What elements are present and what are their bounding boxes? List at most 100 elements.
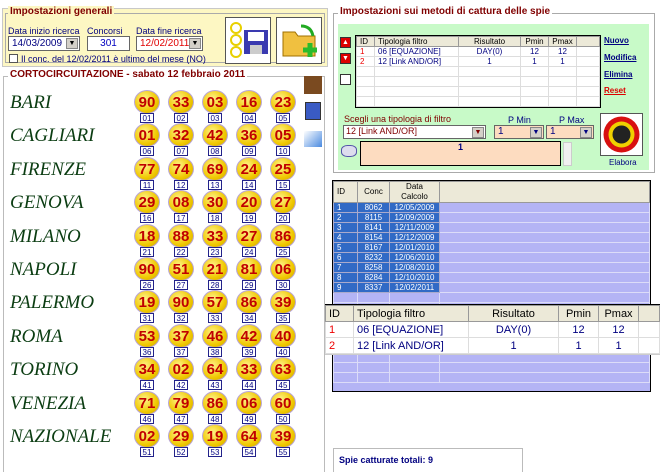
chart-icon[interactable] <box>304 76 322 94</box>
column-header[interactable]: Pmin <box>558 305 599 322</box>
number-ball[interactable]: 86 48 <box>202 390 228 425</box>
number-ball[interactable]: 39 35 <box>270 290 296 324</box>
edit-icon[interactable] <box>304 131 322 147</box>
table-row[interactable]: 2 8115 12/09/2009 <box>333 212 650 223</box>
table-row[interactable]: 9 8337 12/02/2011 <box>333 282 650 293</box>
copy-document-icon[interactable] <box>305 102 321 120</box>
number-ball[interactable]: 19 53 <box>202 424 228 458</box>
number-ball[interactable]: 33 23 <box>202 223 228 258</box>
table-row[interactable] <box>333 292 650 303</box>
table-row[interactable] <box>333 362 650 373</box>
elabora-button[interactable] <box>600 113 643 156</box>
column-header[interactable]: ID <box>333 181 358 203</box>
table-row[interactable]: 1 06 [EQUAZIONE] DAY(0) 12 12 <box>325 321 660 338</box>
column-header[interactable]: ID <box>356 36 375 47</box>
number-ball[interactable]: 05 10 <box>270 123 296 157</box>
number-ball[interactable]: 36 09 <box>236 123 262 157</box>
table-row[interactable]: 8 8284 12/10/2010 <box>333 272 650 283</box>
number-ball[interactable]: 24 14 <box>236 156 262 191</box>
parameter-textarea[interactable]: 1 <box>360 141 561 166</box>
table-row[interactable]: 2 12 [Link AND/OR] 1 1 1 <box>356 56 600 67</box>
number-ball[interactable]: 34 41 <box>134 357 160 391</box>
table-row[interactable]: 4 8154 12/12/2009 <box>333 232 650 243</box>
number-ball[interactable]: 90 01 <box>134 90 160 124</box>
number-ball[interactable]: 57 33 <box>202 290 228 324</box>
last-of-month-checkbox[interactable] <box>9 54 18 63</box>
number-ball[interactable]: 21 28 <box>202 257 228 291</box>
column-header[interactable]: Pmax <box>598 305 639 322</box>
number-ball[interactable]: 25 15 <box>270 156 296 191</box>
table-row[interactable]: 7 8258 12/08/2010 <box>333 262 650 273</box>
number-ball[interactable]: 42 39 <box>236 323 262 358</box>
chevron-down-icon[interactable]: ▼ <box>189 38 201 49</box>
column-header[interactable]: Conc <box>357 181 390 203</box>
number-ball[interactable]: 02 42 <box>168 357 194 391</box>
number-ball[interactable]: 42 08 <box>202 123 228 157</box>
number-ball[interactable]: 88 22 <box>168 223 194 258</box>
chevron-down-icon[interactable]: ▼ <box>472 127 484 138</box>
table-row[interactable]: 1 8062 12/05/2009 <box>333 202 650 213</box>
save-button[interactable] <box>225 17 271 64</box>
pmin-select[interactable]: 1 ▼ <box>494 125 544 139</box>
column-header[interactable]: Risultato <box>458 36 521 47</box>
number-ball[interactable]: 81 29 <box>236 257 262 291</box>
new-link[interactable]: Nuovo <box>604 36 629 45</box>
number-ball[interactable]: 63 45 <box>270 357 296 391</box>
number-ball[interactable]: 02 51 <box>134 424 160 458</box>
start-date-select[interactable]: 14/03/2009 ▼ <box>8 36 80 51</box>
table-row[interactable] <box>333 372 650 383</box>
move-down-icon[interactable]: ▼ <box>340 53 351 64</box>
table-row[interactable]: 6 8232 12/06/2010 <box>333 252 650 263</box>
number-ball[interactable]: 71 46 <box>134 390 160 425</box>
number-ball[interactable]: 18 21 <box>134 223 160 258</box>
column-header[interactable]: Tipologia filtro <box>353 305 469 322</box>
number-ball[interactable]: 77 11 <box>134 156 160 191</box>
column-header[interactable]: Tipologia filtro <box>374 36 459 47</box>
edit-link[interactable]: Modifica <box>604 53 637 62</box>
number-ball[interactable]: 53 36 <box>134 323 160 358</box>
table-row[interactable]: 3 8141 12/11/2009 <box>333 222 650 233</box>
pmax-select[interactable]: 1 ▼ <box>546 125 594 139</box>
table-row[interactable] <box>356 86 600 97</box>
number-ball[interactable]: 27 24 <box>236 223 262 258</box>
filter-select[interactable]: 12 [Link AND/OR] ▼ <box>343 125 486 139</box>
number-ball[interactable]: 29 52 <box>168 424 194 458</box>
number-ball[interactable]: 06 49 <box>236 390 262 425</box>
column-header[interactable]: Pmin <box>520 36 549 47</box>
number-ball[interactable]: 01 06 <box>134 123 160 157</box>
number-ball[interactable]: 30 18 <box>202 190 228 224</box>
move-up-icon[interactable]: ▲ <box>340 37 351 48</box>
number-ball[interactable]: 16 04 <box>236 90 262 124</box>
number-ball[interactable]: 69 13 <box>202 156 228 191</box>
number-ball[interactable]: 64 43 <box>202 357 228 391</box>
clipboard-icon[interactable] <box>340 74 351 85</box>
number-ball[interactable]: 33 44 <box>236 357 262 391</box>
number-ball[interactable]: 86 25 <box>270 223 296 258</box>
table-row[interactable] <box>356 66 600 77</box>
number-ball[interactable]: 90 26 <box>134 257 160 291</box>
number-ball[interactable]: 40 40 <box>270 323 296 358</box>
table-row[interactable]: 2 12 [Link AND/OR] 1 1 1 <box>325 337 660 354</box>
table-row[interactable]: 1 06 [EQUAZIONE] DAY(0) 12 12 <box>356 46 600 57</box>
number-ball[interactable]: 33 02 <box>168 90 194 124</box>
column-header[interactable]: ID <box>325 305 354 322</box>
chevron-down-icon[interactable]: ▼ <box>66 38 78 49</box>
number-ball[interactable]: 46 38 <box>202 323 228 358</box>
number-ball[interactable]: 19 31 <box>134 290 160 324</box>
chevron-down-icon[interactable]: ▼ <box>580 127 592 138</box>
results-grid[interactable]: ID Conc Data Calcolo 1 8062 12/05/2009 2 8115 12… <box>332 180 651 392</box>
number-ball[interactable]: 37 37 <box>168 323 194 358</box>
table-row[interactable] <box>356 76 600 87</box>
chevron-down-icon[interactable]: ▼ <box>530 127 542 138</box>
end-date-select[interactable]: 12/02/2011 ▼ <box>136 36 203 51</box>
number-ball[interactable]: 08 17 <box>168 190 194 224</box>
table-row[interactable] <box>356 96 600 107</box>
number-ball[interactable]: 03 03 <box>202 90 228 124</box>
number-ball[interactable]: 27 20 <box>270 190 296 224</box>
number-ball[interactable]: 79 47 <box>168 390 194 425</box>
number-ball[interactable]: 32 07 <box>168 123 194 157</box>
delete-link[interactable]: Elimina <box>604 70 633 79</box>
table-row[interactable]: 5 8167 12/01/2010 <box>333 242 650 253</box>
add-folder-button[interactable] <box>276 17 322 64</box>
column-header[interactable]: Data Calcolo <box>389 181 440 203</box>
